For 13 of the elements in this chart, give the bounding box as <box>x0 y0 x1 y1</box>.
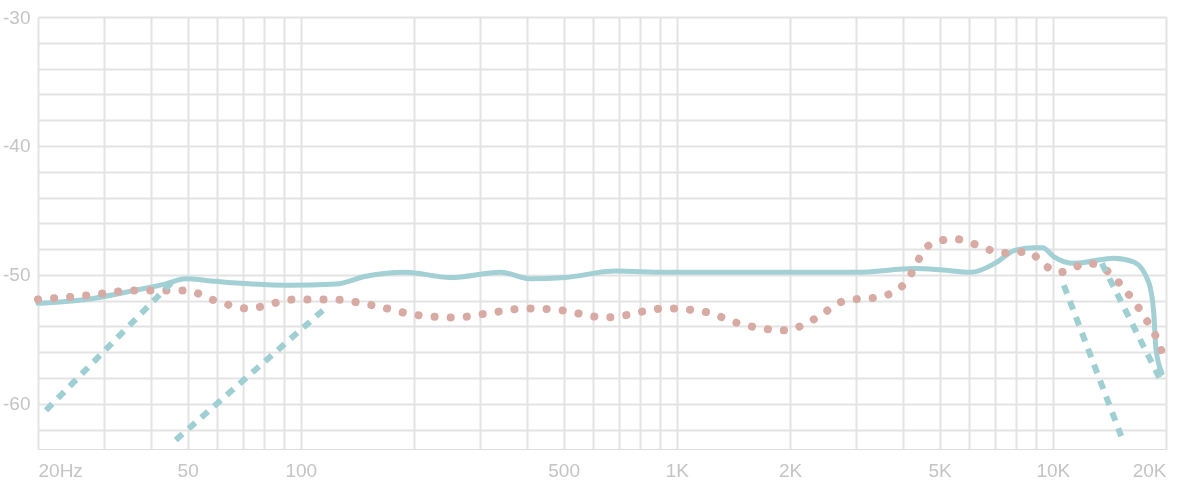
x-tick-label: 50 <box>177 459 199 480</box>
y-tick-label: -50 <box>3 264 31 286</box>
x-tick-label: 10K <box>1036 459 1071 480</box>
x-tick-label: 5K <box>928 459 953 480</box>
x-tick-label: 100 <box>285 459 318 480</box>
y-tick-label: -60 <box>3 393 31 415</box>
x-tick-label: 2K <box>778 459 803 480</box>
y-tick-label: -40 <box>3 135 31 157</box>
x-tick-label: 1K <box>665 459 690 480</box>
x-tick-label: 20Hz <box>38 459 83 480</box>
y-tick-label: -30 <box>3 6 31 28</box>
x-tick-label: 500 <box>548 459 580 480</box>
x-tick-label: 20K <box>1132 459 1167 480</box>
